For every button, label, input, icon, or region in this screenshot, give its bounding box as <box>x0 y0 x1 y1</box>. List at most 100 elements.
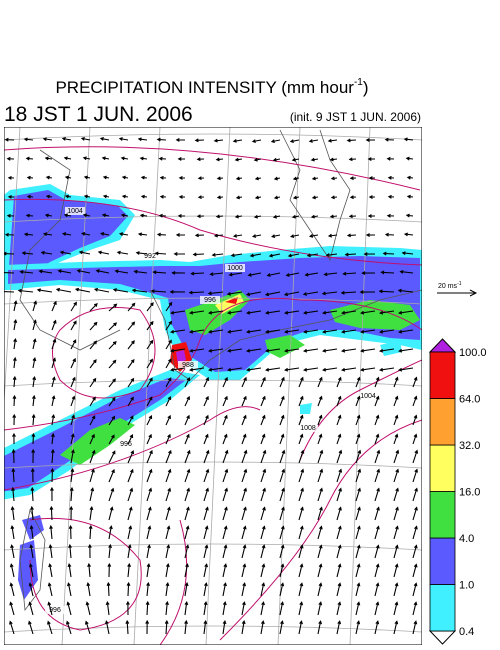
wind-arrow <box>290 234 300 238</box>
wind-arrow <box>169 289 186 294</box>
wind-arrow <box>184 525 190 540</box>
isobar-label: 1004 <box>360 393 376 400</box>
wind-arrow <box>51 338 57 350</box>
wind-arrow <box>330 195 338 200</box>
wind-arrow <box>279 563 285 578</box>
wind-arrow <box>25 213 34 218</box>
wind-arrow <box>355 414 361 426</box>
wind-arrow <box>279 506 285 521</box>
wind-arrow <box>165 506 171 521</box>
wind-arrow <box>127 487 134 502</box>
wind-arrow <box>4 290 15 293</box>
wind-arrow <box>106 581 111 597</box>
wind-arrow <box>241 506 247 521</box>
wind-arrow <box>260 582 266 597</box>
wind-arrow <box>368 176 376 180</box>
wind-arrow <box>260 525 266 540</box>
colorbar-bin <box>429 398 456 446</box>
wind-arrow <box>203 433 209 445</box>
wind-arrow <box>232 139 243 143</box>
wind-arrow <box>279 414 285 426</box>
wind-arrow <box>412 433 418 445</box>
wind-arrow <box>365 233 376 237</box>
wind-arrow <box>317 487 323 502</box>
wind-arrow <box>184 433 190 445</box>
wind-arrow <box>86 582 91 597</box>
wind-arrow <box>393 395 399 407</box>
wind-arrow <box>336 563 342 578</box>
wind-arrow <box>393 468 400 483</box>
wind-arrow <box>283 291 300 297</box>
wind-arrow <box>374 525 380 540</box>
wind-arrow <box>175 233 186 237</box>
wind-arrow <box>298 601 304 616</box>
wind-arrow <box>341 310 357 315</box>
wind-arrow <box>399 269 414 274</box>
wind-arrow <box>241 544 247 559</box>
wind-arrow <box>336 433 342 445</box>
wind-arrow <box>251 234 262 238</box>
wind-arrow <box>379 367 395 372</box>
wind-arrow <box>289 139 300 144</box>
wind-arrow <box>44 213 53 218</box>
wind-arrow <box>336 544 342 559</box>
wind-arrow <box>398 329 414 334</box>
wind-arrow <box>374 601 380 616</box>
wind-arrow <box>234 157 243 162</box>
wind-arrow <box>184 468 191 483</box>
wind-arrow <box>247 272 262 277</box>
wind-arrow <box>405 156 414 161</box>
wind-arrow <box>298 395 304 407</box>
wind-arrow <box>393 601 399 616</box>
wind-arrow <box>89 321 98 331</box>
wind-arrow <box>336 525 342 540</box>
wind-arrow <box>89 449 96 464</box>
wind-arrow <box>341 329 357 334</box>
wind-arrow <box>298 433 304 445</box>
wind-arrow <box>13 319 18 331</box>
wind-arrow <box>403 232 414 237</box>
wind-arrow <box>9 601 15 616</box>
wind-arrow <box>165 525 171 540</box>
wind-arrow <box>102 175 110 180</box>
isobar-label: 996 <box>204 297 216 304</box>
wind-arrow <box>241 582 247 597</box>
colorbar-over <box>428 338 457 353</box>
wind-arrow <box>101 156 110 161</box>
wind-arrow <box>70 376 76 388</box>
wind-arrow <box>355 395 361 407</box>
wind-arrow <box>184 600 189 616</box>
wind-arrow <box>292 176 300 181</box>
wind-arrow <box>29 563 34 578</box>
wind-arrow <box>170 329 186 334</box>
wind-arrow <box>104 620 110 635</box>
wind-arrow <box>89 340 98 350</box>
wind-arrow <box>279 433 285 445</box>
wind-arrow <box>31 394 36 407</box>
colorbar-label: 1.0 <box>459 580 474 592</box>
wind-arrow <box>359 290 376 294</box>
wind-arrow <box>382 251 395 256</box>
wind-arrow <box>298 525 304 540</box>
wind-arrow <box>374 487 380 502</box>
wind-arrow <box>393 506 399 521</box>
wind-arrow <box>23 137 34 142</box>
wind-arrow <box>393 563 399 578</box>
wind-arrow <box>222 601 227 616</box>
wind-arrow <box>108 359 117 369</box>
wind-arrow <box>81 231 91 236</box>
wind-arrow <box>386 156 395 161</box>
wind-arrow <box>47 620 53 635</box>
colorbar-label: 100.0 <box>459 347 487 359</box>
wind-arrow <box>4 232 15 237</box>
wind-arrow <box>322 310 338 315</box>
wind-arrow <box>384 232 395 237</box>
wind-arrow <box>207 291 224 296</box>
wind-arrow <box>374 449 381 464</box>
isobar-label-bg <box>298 424 318 432</box>
wind-arrow <box>44 156 53 161</box>
wind-arrow <box>126 581 131 597</box>
wind-arrow <box>260 487 266 502</box>
wind-arrow <box>260 395 266 407</box>
wind-arrow <box>329 214 338 219</box>
